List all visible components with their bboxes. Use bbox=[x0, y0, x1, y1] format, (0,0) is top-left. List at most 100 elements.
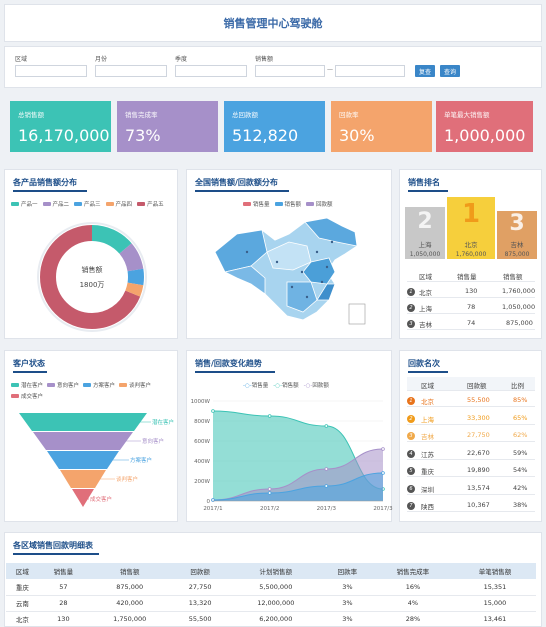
panel-title: 销售排名 bbox=[408, 178, 440, 187]
query-button[interactable]: 查询 bbox=[440, 65, 460, 77]
quarter-label: 季度 bbox=[175, 56, 188, 63]
region-input[interactable] bbox=[15, 65, 87, 77]
table-cell: 1,750,000 bbox=[87, 611, 172, 627]
kpi-total-sales: 总销售额 16,170,000 bbox=[10, 101, 111, 152]
y-tick-label: 400W bbox=[194, 459, 210, 465]
title-bar: 销售管理中心驾驶舱 bbox=[4, 4, 542, 42]
rank-table-header: 区域 销售量 销售额 bbox=[407, 268, 535, 282]
table-row: 1 北京 55,500 85% bbox=[407, 393, 535, 407]
kpi-collection-rate: 回款率 30% bbox=[331, 101, 432, 152]
funnel-stage-1 bbox=[19, 413, 147, 431]
table-cell: 55,500 bbox=[171, 611, 229, 627]
table-cell: 875,000 bbox=[87, 579, 172, 596]
customer-status-panel: 客户状态 潜在客户 意向客户 方案客户 谈判客户 成交客户 潜在客户 意向客户 … bbox=[4, 350, 178, 522]
data-point bbox=[324, 484, 329, 488]
table-cell: 130 bbox=[38, 611, 88, 627]
customer-funnel-chart bbox=[19, 413, 151, 507]
table-row: 2 上海 33,300 65% bbox=[407, 411, 535, 425]
funnel-label-2: 意向客户 bbox=[142, 439, 165, 445]
column-header: 计划销售额 bbox=[228, 563, 323, 579]
reset-button[interactable]: 复查 bbox=[415, 65, 435, 77]
table-row: 3 吉林 27,750 62% bbox=[407, 428, 535, 442]
funnel-label-1: 潜在客户 bbox=[152, 420, 175, 426]
donut-slice-3 bbox=[40, 225, 144, 329]
map-panel: 全国销售额/回款额分布 销售量 销售额 回款额 bbox=[186, 169, 392, 339]
table-cell: 5,500,000 bbox=[228, 579, 323, 596]
panel-title: 各区域销售回款明细表 bbox=[13, 541, 93, 550]
table-cell: 3% bbox=[322, 595, 372, 612]
y-tick-label: 800W bbox=[194, 419, 210, 425]
table-cell: 28% bbox=[371, 611, 454, 627]
product-sales-panel: 各产品销售额分布 产品一 产品二 产品三 产品四 产品五 销售额 1800万 bbox=[4, 169, 178, 339]
column-header: 销售额 bbox=[87, 563, 172, 579]
funnel-label-4: 谈判客户 bbox=[116, 477, 139, 483]
product-donut-chart bbox=[37, 222, 147, 332]
table-row: 6 深圳 13,574 42% bbox=[407, 481, 535, 495]
donut-slice-1 bbox=[40, 225, 144, 329]
panel-title: 各产品销售额分布 bbox=[13, 178, 77, 187]
y-tick-label: 1000W bbox=[191, 399, 211, 405]
column-header: 销售量 bbox=[38, 563, 88, 579]
column-header: 区域 bbox=[6, 563, 39, 579]
x-tick-label: 2017/2 bbox=[260, 506, 279, 512]
column-header: 回款额 bbox=[171, 563, 229, 579]
y-tick-label: 200W bbox=[194, 479, 210, 485]
collection-rank-panel: 回款名次 区域 回款额 比例 1 北京 55,500 85% 2 上海 33,300 65% 3… bbox=[399, 350, 542, 522]
panel-title: 回款名次 bbox=[408, 359, 440, 368]
x-tick-label: 2017/3 bbox=[317, 506, 337, 512]
trend-legend: -○-销售量 -○-销售额 -○-回款额 bbox=[243, 383, 329, 389]
table-cell: 3% bbox=[322, 611, 372, 627]
podium-1: 1 北京 1,760,000 bbox=[447, 197, 495, 259]
x-tick-label: 2017/1 bbox=[203, 506, 222, 512]
table-row: 3 吉林 74 875,000 bbox=[407, 316, 535, 330]
data-point bbox=[324, 467, 329, 471]
month-input[interactable] bbox=[95, 65, 167, 77]
funnel-label-5: 成交客户 bbox=[90, 497, 113, 503]
kpi-total-collection: 总回款额 512,820 bbox=[224, 101, 325, 152]
sales-max-input[interactable] bbox=[335, 65, 405, 77]
table-cell: 57 bbox=[38, 579, 88, 596]
table-cell: 6,200,000 bbox=[228, 611, 323, 627]
funnel-stage-2 bbox=[33, 432, 133, 450]
data-point bbox=[267, 491, 272, 495]
product-legend: 产品一 产品二 产品三 产品四 产品五 bbox=[11, 200, 176, 208]
detail-table: 区域 销售量 销售额 回款额 计划销售额 回款率 销售完成率 单笔销售额 重庆 57 875,00… bbox=[6, 563, 536, 627]
table-cell: 16% bbox=[371, 579, 454, 596]
collection-table-header: 区域 回款额 比例 bbox=[407, 377, 535, 391]
data-point bbox=[381, 447, 385, 451]
quarter-input[interactable] bbox=[175, 65, 247, 77]
table-cell: 4% bbox=[371, 595, 454, 612]
table-row: 7 陕西 10,367 38% bbox=[407, 498, 535, 512]
table-row: 1 北京 130 1,760,000 bbox=[407, 284, 535, 298]
table-row: 4 江苏 22,670 59% bbox=[407, 446, 535, 460]
table-cell: 3% bbox=[322, 579, 372, 596]
table-cell: 420,000 bbox=[87, 595, 172, 612]
customer-legend: 潜在客户 意向客户 方案客户 谈判客户 成交客户 bbox=[11, 381, 176, 400]
panel-title: 全国销售额/回款额分布 bbox=[195, 178, 278, 187]
podium-2: 2 上海 1,050,000 bbox=[405, 207, 445, 259]
table-cell: 15,000 bbox=[453, 595, 536, 612]
trend-panel: 销售/回款变化趋势 -○-销售量 -○-销售额 -○-回款额 1000W 800W… bbox=[186, 350, 393, 522]
table-row: 重庆 57 875,000 27,750 5,500,000 3% 16% 15,351 bbox=[6, 579, 536, 596]
china-map bbox=[214, 217, 366, 325]
funnel-stage-5 bbox=[72, 489, 94, 507]
podium-3: 3 吉林 875,000 bbox=[497, 211, 537, 259]
sales-min-input[interactable] bbox=[255, 65, 325, 77]
table-row: 云南 28 420,000 13,320 12,000,000 3% 4% 15,000 bbox=[6, 595, 536, 612]
range-dash: — bbox=[327, 66, 333, 73]
series-line-1 bbox=[212, 448, 384, 501]
month-label: 月份 bbox=[95, 56, 108, 63]
series-line-2 bbox=[212, 472, 384, 501]
donut-slice-5 bbox=[40, 225, 144, 329]
y-tick-label: 600W bbox=[194, 439, 210, 445]
funnel-stage-4 bbox=[60, 470, 106, 488]
panel-title: 销售/回款变化趋势 bbox=[195, 359, 262, 368]
kpi-max-single-sale: 单笔最大销售额 1,000,000 bbox=[436, 101, 533, 152]
column-header: 单笔销售额 bbox=[453, 563, 536, 579]
table-cell: 云南 bbox=[6, 595, 39, 612]
data-point bbox=[267, 414, 272, 418]
table-cell: 13,320 bbox=[171, 595, 229, 612]
column-header: 回款率 bbox=[322, 563, 372, 579]
table-row: 北京 130 1,750,000 55,500 6,200,000 3% 28% 13,461 bbox=[6, 611, 536, 627]
